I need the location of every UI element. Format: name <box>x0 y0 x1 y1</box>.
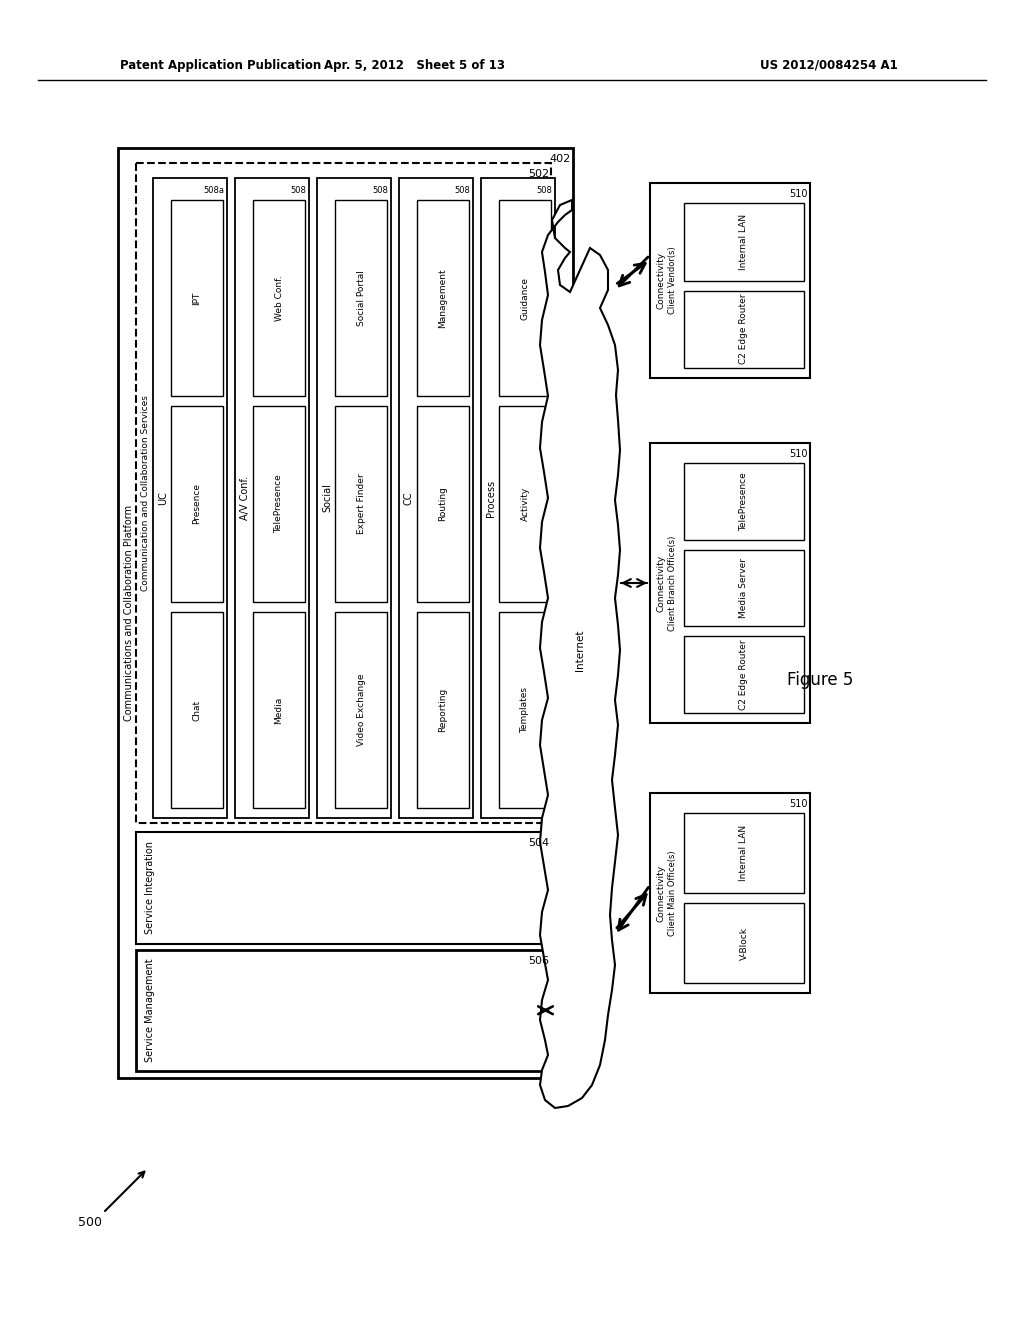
Bar <box>136 162 551 822</box>
Bar <box>684 549 804 626</box>
Text: Figure 5: Figure 5 <box>786 671 853 689</box>
Bar <box>136 950 551 1071</box>
Bar <box>171 201 223 396</box>
Bar <box>684 903 804 983</box>
Bar <box>650 183 810 378</box>
Text: Expert Finder: Expert Finder <box>356 474 366 535</box>
Text: Web Conf.: Web Conf. <box>274 275 284 321</box>
Text: Routing: Routing <box>438 487 447 521</box>
Text: TelePresence: TelePresence <box>274 475 284 533</box>
Text: Activity: Activity <box>520 487 529 521</box>
Text: US 2012/0084254 A1: US 2012/0084254 A1 <box>760 58 898 71</box>
Text: Internal LAN: Internal LAN <box>739 825 749 880</box>
Bar <box>399 178 473 818</box>
Bar <box>253 407 305 602</box>
Text: 502: 502 <box>528 169 549 180</box>
Bar <box>335 201 387 396</box>
Bar <box>136 832 551 944</box>
Text: A/V Conf.: A/V Conf. <box>240 477 250 520</box>
Text: Video Exchange: Video Exchange <box>356 673 366 746</box>
Bar <box>684 636 804 713</box>
Text: 510: 510 <box>790 799 808 809</box>
Text: Connectivity: Connectivity <box>656 865 666 921</box>
Bar <box>417 201 469 396</box>
Text: 510: 510 <box>790 189 808 199</box>
Text: 508a: 508a <box>203 186 224 195</box>
Text: Templates: Templates <box>520 686 529 733</box>
Text: Media: Media <box>274 697 284 723</box>
Text: Process: Process <box>486 479 496 516</box>
Bar <box>684 290 804 368</box>
Bar <box>335 407 387 602</box>
Bar <box>499 612 551 808</box>
Text: 500: 500 <box>78 1216 102 1229</box>
Text: Service Integration: Service Integration <box>145 842 155 935</box>
Text: Guidance: Guidance <box>520 276 529 319</box>
Bar <box>650 793 810 993</box>
Bar <box>417 612 469 808</box>
Text: Presence: Presence <box>193 483 202 524</box>
Bar <box>684 463 804 540</box>
Text: Connectivity: Connectivity <box>656 252 666 309</box>
Bar <box>253 612 305 808</box>
Bar <box>499 201 551 396</box>
Text: 508: 508 <box>372 186 388 195</box>
Text: Internet: Internet <box>575 630 585 671</box>
Text: Service Management: Service Management <box>145 958 155 1063</box>
Text: 504: 504 <box>528 838 549 847</box>
Text: 508: 508 <box>537 186 552 195</box>
Text: Client Main Office(s): Client Main Office(s) <box>668 850 677 936</box>
Bar <box>317 178 391 818</box>
Text: Client Vendor(s): Client Vendor(s) <box>668 247 677 314</box>
Bar <box>118 148 573 1078</box>
Bar <box>153 178 227 818</box>
Text: Apr. 5, 2012   Sheet 5 of 13: Apr. 5, 2012 Sheet 5 of 13 <box>325 58 506 71</box>
Text: CC: CC <box>404 491 414 504</box>
Bar <box>684 813 804 894</box>
Polygon shape <box>540 201 620 1107</box>
Text: Chat: Chat <box>193 700 202 721</box>
Text: Reporting: Reporting <box>438 688 447 733</box>
Bar <box>335 612 387 808</box>
Bar <box>650 444 810 723</box>
Text: Internal LAN: Internal LAN <box>739 214 749 269</box>
Bar <box>171 612 223 808</box>
Text: TelePresence: TelePresence <box>739 473 749 531</box>
Bar <box>234 178 309 818</box>
Text: 402: 402 <box>550 154 571 164</box>
Text: 510: 510 <box>790 449 808 459</box>
Text: Patent Application Publication: Patent Application Publication <box>120 58 322 71</box>
Text: 506: 506 <box>528 956 549 966</box>
Text: IPT: IPT <box>193 292 202 305</box>
Text: Connectivity: Connectivity <box>656 554 666 611</box>
Text: C2 Edge Router: C2 Edge Router <box>739 294 749 364</box>
Bar <box>417 407 469 602</box>
Text: Communication and Collaboration Services: Communication and Collaboration Services <box>141 395 151 591</box>
Text: Media Server: Media Server <box>739 558 749 618</box>
Bar <box>481 178 555 818</box>
Bar <box>499 407 551 602</box>
Text: Social: Social <box>322 483 332 512</box>
Text: C2 Edge Router: C2 Edge Router <box>739 639 749 710</box>
Text: V-Block: V-Block <box>739 927 749 960</box>
Text: Client Branch Office(s): Client Branch Office(s) <box>668 536 677 631</box>
Bar <box>684 203 804 281</box>
Text: Communications and Collaboration Platform: Communications and Collaboration Platfor… <box>124 506 134 721</box>
Text: Management: Management <box>438 268 447 327</box>
Text: 508: 508 <box>454 186 470 195</box>
Bar <box>253 201 305 396</box>
Text: Social Portal: Social Portal <box>356 271 366 326</box>
Bar <box>171 407 223 602</box>
Text: 508: 508 <box>290 186 306 195</box>
Text: UC: UC <box>158 491 168 506</box>
